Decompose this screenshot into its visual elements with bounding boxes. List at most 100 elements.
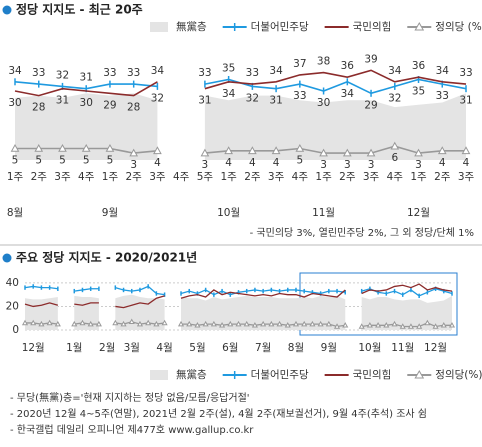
marker (390, 141, 400, 150)
marker (145, 319, 152, 326)
data-label: 38 (317, 56, 330, 68)
marker (284, 322, 291, 328)
data-label: 4 (249, 157, 256, 169)
x-tick-label: 3주 (54, 171, 71, 183)
data-label: 30 (80, 97, 93, 109)
data-label: 4 (439, 157, 446, 169)
marker (416, 323, 423, 329)
marker (268, 320, 275, 327)
marker (54, 320, 61, 327)
group-label: 10월 (217, 207, 240, 219)
legend-swatch (414, 21, 425, 31)
data-label: 3 (130, 159, 137, 171)
line (180, 289, 346, 299)
marker (375, 322, 382, 328)
x-tick-label: 1주 (7, 171, 24, 183)
note: - 한국갤럽 데일리 오피니언 제477호 www.gallup.co.kr (10, 424, 254, 436)
x-tick-label: 4주 (78, 171, 95, 183)
marker (194, 322, 201, 328)
x-tick-label: 6월 (222, 342, 238, 354)
data-label: 37 (293, 58, 306, 70)
y-tick-label: 0 (12, 324, 19, 336)
marker (129, 148, 139, 157)
legend-label: 더불어민주당 (251, 21, 309, 33)
x-tick-label: 3주 (149, 171, 166, 183)
marker (391, 320, 398, 327)
legend-swatch (150, 22, 168, 32)
data-label: 35 (222, 63, 235, 75)
data-label: 33 (246, 67, 259, 79)
line (24, 302, 59, 308)
data-label: 4 (463, 157, 470, 169)
marker (366, 322, 373, 328)
marker (358, 323, 365, 329)
marker (136, 320, 144, 327)
marker (186, 320, 193, 327)
data-label: 4 (154, 157, 161, 169)
x-tick-label: 1주 (315, 171, 332, 183)
marker (235, 320, 242, 327)
marker (251, 322, 258, 328)
marker (448, 322, 456, 328)
marker (342, 148, 352, 157)
line (115, 295, 165, 309)
marker (153, 320, 160, 327)
line (74, 322, 99, 325)
x-tick-label: 2주 (126, 171, 143, 183)
data-label: 33 (32, 67, 45, 79)
legend-label: 無黨층 (176, 20, 207, 33)
marker (200, 148, 210, 157)
x-tick-label: 3주 (268, 171, 285, 183)
x-tick-label: 10월 (358, 342, 381, 354)
marker (202, 320, 209, 327)
marker (319, 148, 328, 157)
x-tick-label: 2주 (339, 171, 356, 183)
data-label: 4 (273, 157, 280, 169)
x-tick-label: 4주 (292, 171, 309, 183)
data-label: 36 (412, 60, 426, 72)
data-label: 5 (59, 155, 66, 167)
legend-label: 더불어민주당 (251, 369, 309, 381)
data-label: 35 (412, 86, 425, 98)
marker (128, 318, 135, 325)
data-label: 33 (103, 67, 116, 79)
marker (21, 319, 29, 326)
group-label: 11월 (312, 207, 335, 219)
data-label: 34 (436, 65, 450, 77)
line (361, 288, 453, 297)
x-tick-label: 7월 (255, 342, 271, 354)
data-label: 5 (83, 155, 90, 167)
marker (224, 146, 233, 155)
line (204, 145, 466, 154)
marker (414, 148, 423, 157)
marker (437, 146, 447, 155)
data-label: 34 (222, 88, 236, 100)
x-tick-label: 5주 (197, 171, 214, 183)
y-tick-label: 40 (6, 277, 19, 289)
marker (383, 322, 390, 328)
x-tick-label: 2주 (31, 171, 48, 183)
area (204, 93, 467, 160)
data-label: 31 (269, 95, 282, 107)
data-label: 6 (391, 152, 398, 164)
marker (81, 143, 91, 152)
marker (461, 146, 471, 155)
marker (424, 319, 431, 326)
data-label: 29 (364, 99, 377, 111)
data-label: 28 (32, 102, 45, 114)
marker (10, 143, 20, 152)
data-label: 29 (103, 99, 116, 111)
marker (301, 320, 308, 327)
data-label: 36 (341, 60, 355, 72)
marker (309, 320, 316, 327)
x-tick-label: 1주 (410, 171, 427, 183)
x-tick-label: 4주 (173, 171, 190, 183)
group-label: 9월 (102, 207, 118, 219)
x-tick-label: 1주 (220, 171, 237, 183)
marker (432, 323, 439, 329)
data-label: 4 (225, 157, 232, 169)
marker (292, 320, 300, 327)
marker (440, 322, 447, 328)
marker (95, 320, 102, 327)
area (115, 294, 165, 330)
